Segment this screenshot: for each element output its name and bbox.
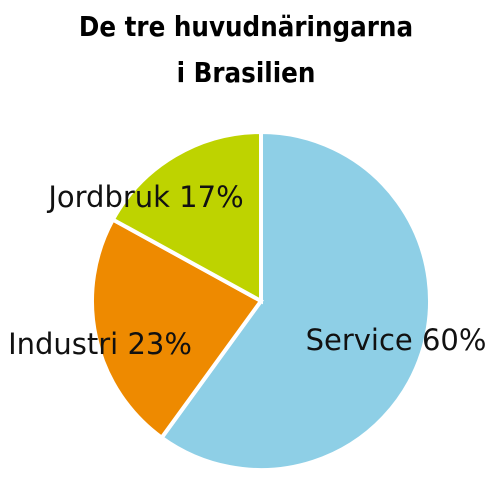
chart-title-line-1: De tre huvudnäringarna (78, 10, 414, 43)
pie-label-industri: Industri 23% (8, 327, 192, 361)
pie-slice-industri (89, 216, 264, 441)
pie-label-service: Service 60% (306, 323, 487, 357)
pie-slice-service (158, 129, 432, 472)
pie-label-jordbruk: Jordbruk 17% (46, 180, 243, 214)
chart-title: De tre huvudnäringarna i Brasilien (30, 4, 463, 96)
pie-slices (89, 129, 432, 472)
pie-slice-jordbruk (110, 129, 263, 305)
chart-title-line-2: i Brasilien (176, 56, 316, 89)
pie-labels: Service 60% Industri 23% Jordbruk 17% (8, 180, 486, 361)
